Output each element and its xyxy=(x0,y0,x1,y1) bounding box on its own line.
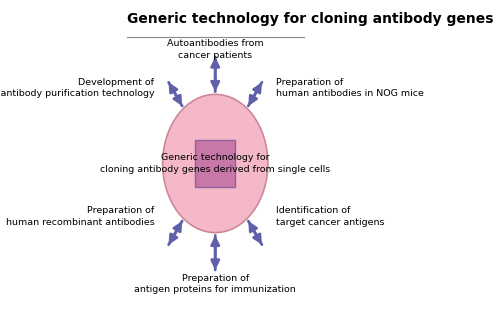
Text: Preparation of
human recombinant antibodies: Preparation of human recombinant antibod… xyxy=(5,206,154,227)
Text: Generic technology for cloning antibody genes derived from single cells: Generic technology for cloning antibody … xyxy=(127,12,497,26)
Text: Preparation of
human antibodies in NOG mice: Preparation of human antibodies in NOG m… xyxy=(276,77,424,98)
Text: Preparation of
antigen proteins for immunization: Preparation of antigen proteins for immu… xyxy=(134,274,296,294)
FancyBboxPatch shape xyxy=(195,140,235,187)
Text: Generic technology for
cloning antibody genes derived from single cells: Generic technology for cloning antibody … xyxy=(100,153,331,174)
Ellipse shape xyxy=(163,95,268,232)
Text: Development of
a new antibody purification technology: Development of a new antibody purificati… xyxy=(0,77,154,98)
Text: Identification of
target cancer antigens: Identification of target cancer antigens xyxy=(276,206,385,227)
Text: Autoantibodies from
cancer patients: Autoantibodies from cancer patients xyxy=(167,39,263,60)
